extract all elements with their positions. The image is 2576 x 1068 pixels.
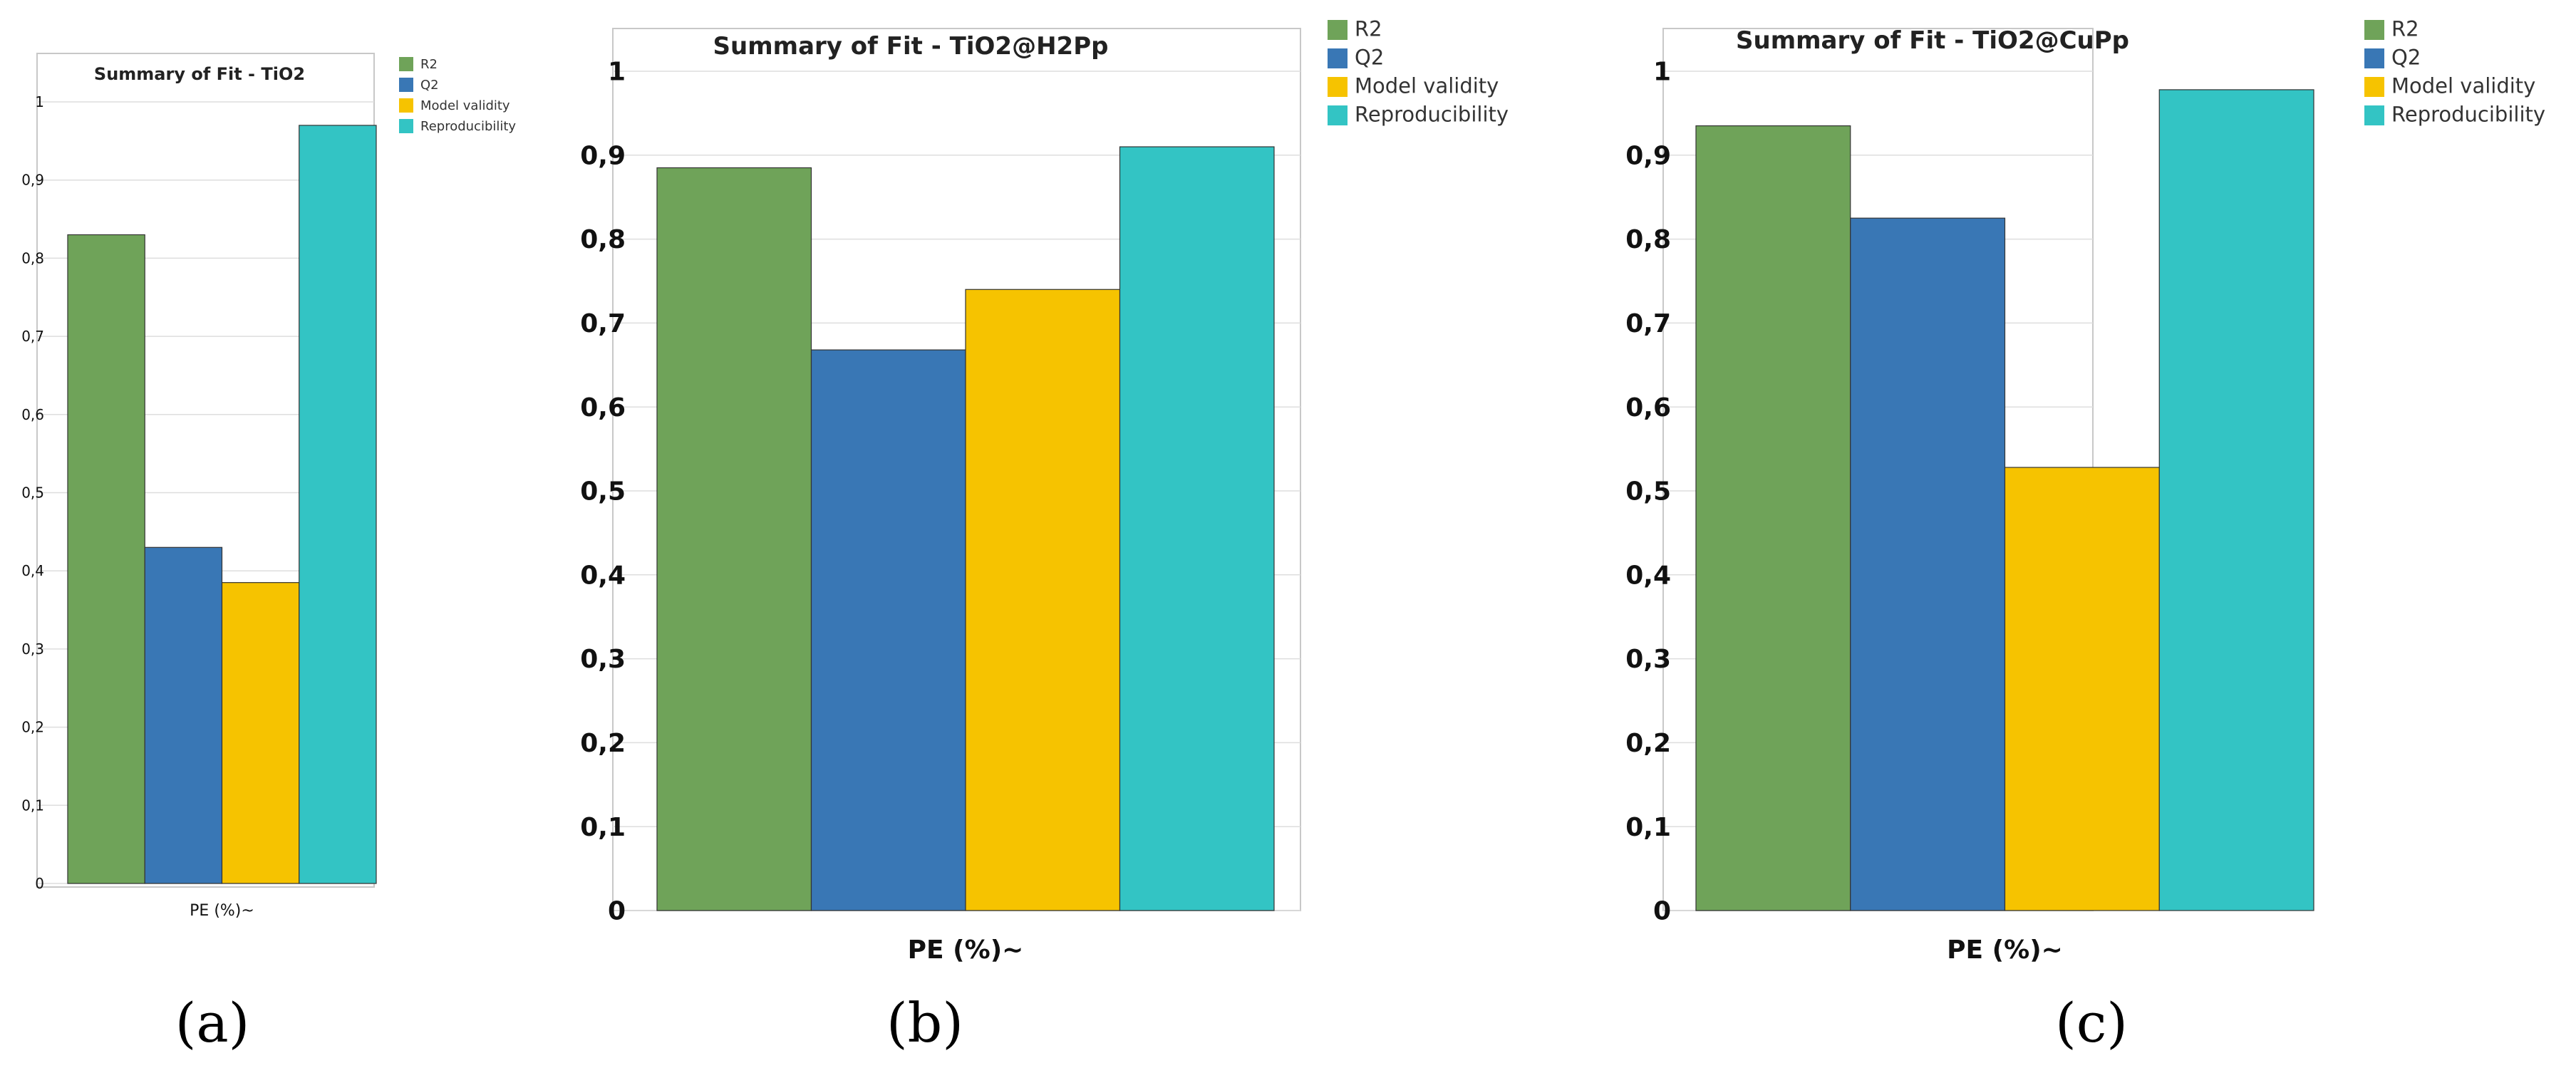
y-tick-label: 0,5 [21, 484, 44, 502]
legend-label: R2 [420, 57, 438, 72]
x-axis-label: PE (%)~ [1947, 935, 2063, 965]
y-tick-label: 0,4 [580, 561, 626, 590]
chart-panel-c: 0 0,1 0,2 0,3 0,4 0,5 0,6 0,7 0,8 0,9 1 Summary of … [1625, 16, 2545, 1054]
x-axis-label: PE (%)~ [190, 902, 254, 920]
y-tick-label: 0,2 [21, 719, 44, 736]
y-tick-label: 0,9 [21, 172, 44, 189]
y-tick-label: 0,7 [580, 309, 626, 338]
legend-swatch [399, 57, 413, 71]
y-tick-label: 0,4 [1625, 561, 1671, 590]
panel-label: (b) [886, 991, 963, 1054]
legend-label: Q2 [2391, 45, 2421, 69]
y-tick-label: 0 [1653, 897, 1671, 926]
chart-title: Summary of Fit - TiO2 [94, 64, 305, 84]
chart-title: Summary of Fit - TiO2@H2Pp [713, 32, 1109, 61]
bar-reproducibility [299, 125, 377, 884]
y-tick-label: 0,5 [580, 477, 626, 507]
y-tick-label: 0,9 [1625, 141, 1671, 170]
y-tick-label: 0,1 [580, 813, 626, 842]
y-tick-label: 0,3 [1625, 645, 1671, 674]
legend-label: Model validity [420, 98, 510, 113]
legend-swatch [2364, 20, 2384, 40]
y-tick-label: 0,2 [1625, 729, 1671, 758]
y-tick-label: 0,3 [580, 645, 626, 674]
y-tick-label: 0,8 [580, 225, 626, 254]
y-tick-label: 0,8 [1625, 225, 1671, 254]
y-tick-label: 1 [1653, 58, 1671, 87]
x-axis-label: PE (%)~ [908, 935, 1024, 965]
legend-swatch [2364, 77, 2384, 97]
y-tick-label: 0,7 [1625, 309, 1671, 338]
bar-q2 [810, 349, 966, 911]
y-tick-label: 0,1 [1625, 813, 1671, 842]
bar-model-validity [2004, 467, 2160, 911]
y-tick-label: 0,6 [580, 393, 626, 422]
y-tick-label: 0,4 [21, 562, 44, 579]
legend-label: Reproducibility [420, 119, 516, 134]
bar-model-validity [965, 289, 1121, 911]
legend-swatch [399, 78, 413, 92]
legend-swatch [399, 98, 413, 113]
y-tick-label: 0,2 [580, 729, 626, 758]
legend-label: Model validity [1355, 73, 1499, 98]
bar-reproducibility [2158, 89, 2314, 911]
chart-panel-b: 0 0,1 0,2 0,3 0,4 0,5 0,6 0,7 0,8 0,9 1 Summary of … [580, 16, 1509, 1054]
legend-swatch [1328, 77, 1348, 97]
bar-q2 [144, 546, 223, 884]
bar-r2 [67, 234, 145, 884]
legend-label: Q2 [420, 78, 439, 93]
y-tick-label: 1 [608, 58, 626, 87]
legend-label: Q2 [1355, 45, 1384, 69]
y-tick-label: 0,6 [21, 406, 44, 423]
legend-swatch [1328, 20, 1348, 40]
y-tick-label: 0,8 [21, 249, 44, 266]
legend-label: Reproducibility [1355, 102, 1509, 126]
legend-label: R2 [2391, 16, 2419, 41]
panel-label: (c) [2055, 991, 2128, 1054]
legend-label: R2 [1355, 16, 1382, 41]
legend-swatch [2364, 105, 2384, 125]
y-tick-label: 0,3 [21, 641, 44, 658]
bar-r2 [1695, 125, 1851, 911]
panel-label: (a) [175, 991, 250, 1054]
y-tick-label: 0,7 [21, 328, 44, 345]
y-tick-label: 0 [35, 875, 44, 892]
chart-title: Summary of Fit - TiO2@CuPp [1736, 26, 2129, 55]
legend-swatch [399, 119, 413, 133]
y-tick-label: 1 [35, 93, 44, 110]
legend-label: Reproducibility [2391, 102, 2545, 126]
legend-swatch [1328, 105, 1348, 125]
y-tick-label: 0,5 [1625, 477, 1671, 507]
bar-r2 [656, 167, 812, 911]
legend-swatch [1328, 48, 1348, 68]
legend-label: Model validity [2391, 73, 2535, 98]
y-tick-label: 0,9 [580, 141, 626, 170]
bar-q2 [1850, 217, 2006, 911]
bar-reproducibility [1119, 146, 1275, 911]
bar-model-validity [221, 582, 300, 884]
legend-swatch [2364, 48, 2384, 68]
y-tick-label: 0,6 [1625, 393, 1671, 422]
chart-panel-a: 0 0,1 0,2 0,3 0,4 0,5 0,6 0,7 0,8 0,9 1 Summary of … [21, 53, 516, 1054]
y-tick-label: 0,1 [21, 797, 44, 814]
y-tick-label: 0 [608, 897, 626, 926]
